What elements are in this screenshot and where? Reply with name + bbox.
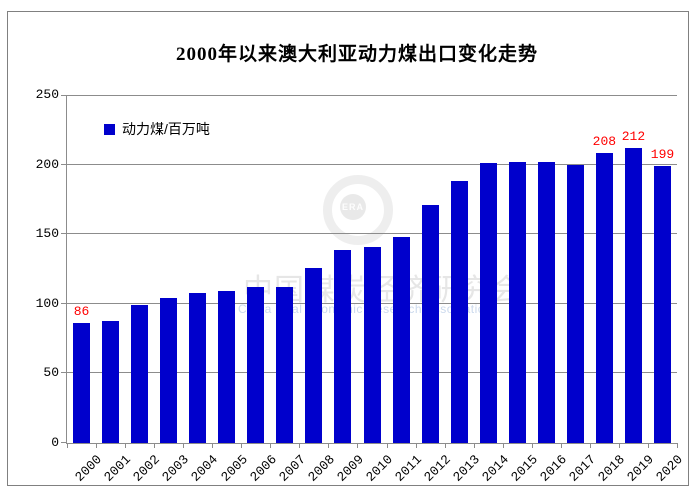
x-axis-tick: [560, 443, 562, 448]
chart-title: 2000年以来澳大利亚动力煤出口变化走势: [175, 44, 538, 65]
y-axis-tick: [61, 95, 67, 96]
x-axis-label: 2006: [246, 452, 280, 485]
x-axis-label: 2014: [479, 452, 512, 485]
x-axis-tick: [444, 443, 446, 448]
y-axis-label: 250: [35, 87, 59, 102]
x-axis-label: 2005: [217, 452, 251, 485]
bar-2011: [392, 236, 410, 443]
x-axis-label: 2011: [391, 452, 425, 485]
bar-2001: [102, 320, 120, 443]
y-axis-label: 150: [35, 226, 59, 242]
bar-2007: [276, 287, 294, 443]
y-axis-tick: [61, 372, 67, 374]
x-axis-tick: [531, 443, 533, 448]
legend: 动力煤/百万吨: [104, 119, 210, 139]
watermark-cera-logo-text: ERA: [340, 194, 366, 220]
bar-2012: [421, 204, 439, 443]
x-axis-tick: [96, 443, 98, 448]
bar-2020: [653, 166, 671, 443]
y-axis-tick: [61, 302, 67, 304]
bar-2010: [363, 246, 381, 443]
x-axis-tick: [386, 443, 388, 448]
bar-2006: [247, 287, 265, 443]
x-axis-label: 2013: [450, 452, 483, 485]
bar-2013: [450, 181, 468, 443]
bar-value-label: 86: [73, 304, 90, 320]
bar-value-label: 208: [592, 134, 617, 150]
legend-label: 动力煤/百万吨: [122, 121, 210, 137]
bar-value-label: 199: [650, 147, 675, 162]
x-axis-tick: [299, 443, 301, 448]
y-axis-label: 50: [43, 365, 59, 381]
x-axis-label: 2008: [304, 452, 338, 485]
x-axis-tick: [677, 443, 678, 448]
x-axis-label: 2019: [624, 452, 658, 485]
x-axis-tick: [415, 443, 417, 448]
x-axis-label: 2018: [595, 452, 628, 485]
x-axis-tick: [125, 443, 127, 448]
bar-2003: [160, 298, 178, 443]
gridline: [67, 163, 677, 165]
bar-2014: [479, 163, 497, 443]
x-axis-tick: [241, 443, 243, 448]
bar-2017: [566, 164, 584, 443]
y-axis-tick: [61, 163, 67, 165]
x-axis-label: 2016: [537, 452, 570, 485]
y-axis-tick: [61, 233, 67, 235]
x-axis-label: 2015: [508, 452, 541, 485]
x-axis-tick: [589, 443, 591, 448]
legend-swatch-icon: [104, 123, 115, 135]
gridline: [67, 233, 677, 235]
x-axis-tick: [473, 443, 475, 448]
chart-frame: 2000年以来澳大利亚动力煤出口变化走势 ERA 中国煤炭经济研究会 China…: [7, 11, 689, 486]
x-axis-tick: [270, 443, 272, 448]
x-axis-label: 2000: [72, 452, 106, 485]
x-axis-label: 2002: [130, 452, 164, 485]
bar-2002: [131, 305, 149, 443]
x-axis-tick: [328, 443, 330, 448]
x-axis-label: 2001: [101, 452, 135, 485]
x-axis-label: 2009: [333, 452, 367, 485]
x-axis-label: 2004: [188, 452, 222, 485]
y-axis-tick: [61, 442, 67, 443]
watermark-cera-logo-icon: ERA: [323, 175, 393, 245]
bar-2016: [537, 161, 555, 443]
gridline: [67, 95, 677, 96]
bar-value-label: 212: [621, 128, 646, 144]
x-axis-tick: [183, 443, 185, 448]
x-axis-label: 2010: [362, 452, 396, 485]
x-axis-tick: [154, 443, 156, 448]
x-axis-tick: [502, 443, 504, 448]
bar-2019: [624, 147, 642, 443]
bar-2008: [305, 267, 323, 443]
x-axis-tick: [67, 443, 68, 448]
x-axis-label: 2012: [421, 452, 454, 485]
x-axis-label: 2017: [566, 452, 599, 485]
x-axis-tick: [647, 443, 649, 448]
y-axis-label: 0: [51, 435, 59, 450]
bar-2005: [218, 291, 236, 443]
bar-2000: [73, 323, 91, 443]
y-axis-label: 200: [35, 156, 59, 172]
bar-2018: [595, 153, 613, 443]
x-axis-label: 2003: [159, 452, 193, 485]
y-axis-label: 100: [35, 295, 59, 311]
x-axis-label: 2020: [653, 452, 687, 485]
bar-2009: [334, 249, 352, 443]
bar-2004: [189, 292, 207, 443]
x-axis-tick: [357, 443, 359, 448]
x-axis-label: 2007: [275, 452, 309, 485]
plot-area: ERA 中国煤炭经济研究会 China Coal Economic Resear…: [36, 87, 686, 485]
x-axis-tick: [212, 443, 214, 448]
x-axis-tick: [618, 443, 620, 448]
bar-2015: [508, 161, 526, 443]
